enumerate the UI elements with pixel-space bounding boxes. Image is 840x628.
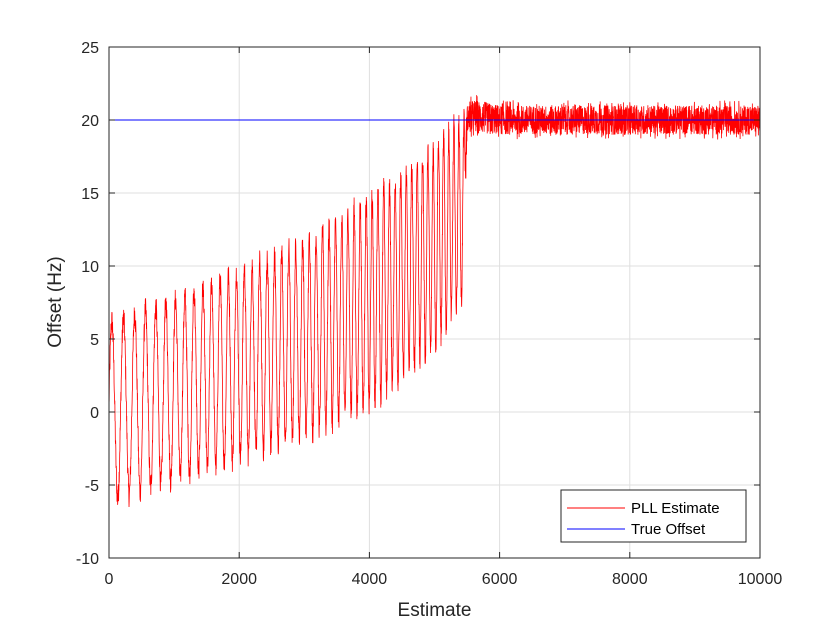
x-tick-label: 4000 [352, 571, 388, 588]
x-tick-label: 8000 [612, 571, 648, 588]
x-tick-label: 10000 [738, 571, 783, 588]
y-tick-label: 0 [90, 405, 99, 422]
y-tick-label: 10 [81, 259, 99, 276]
y-tick-label: 5 [90, 332, 99, 349]
legend-label-pll-estimate: PLL Estimate [631, 500, 720, 517]
series-layer [108, 95, 761, 508]
x-tick-label: 0 [105, 571, 114, 588]
legend-box [560, 489, 747, 543]
x-tick-label: 2000 [221, 571, 257, 588]
pll-estimate-line [108, 95, 761, 508]
legend-label-true-offset: True Offset [631, 521, 706, 538]
x-axis-title: Estimate [398, 600, 472, 621]
legend: PLL Estimate True Offset [560, 489, 747, 543]
y-axis-title: Offset (Hz) [45, 256, 66, 348]
ticks-layer: 0 2000 4000 6000 8000 10000 -10 -5 0 5 10 15 20 25 [76, 40, 782, 588]
y-tick-label: 15 [81, 186, 99, 203]
y-tick-label: -5 [85, 478, 99, 495]
plot-frame [108, 46, 761, 559]
y-tick-label: 25 [81, 40, 99, 57]
plot-background [109, 47, 760, 558]
y-tick-label: 20 [81, 113, 99, 130]
x-tick-label: 6000 [482, 571, 518, 588]
y-tick-label: -10 [76, 551, 99, 568]
